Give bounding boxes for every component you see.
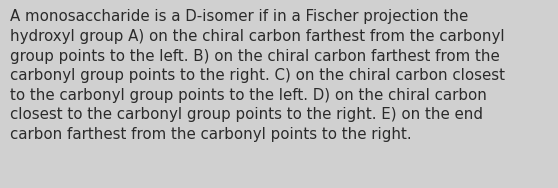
Text: A monosaccharide is a D-isomer if in a Fischer projection the
hydroxyl group A) : A monosaccharide is a D-isomer if in a F… — [10, 9, 505, 142]
